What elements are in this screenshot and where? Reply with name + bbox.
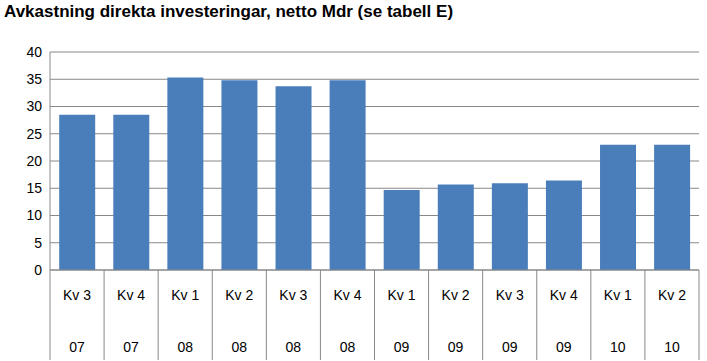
svg-text:09: 09 xyxy=(394,339,410,355)
svg-text:Kv 1: Kv 1 xyxy=(171,287,199,303)
svg-text:10: 10 xyxy=(664,339,680,355)
svg-text:Kv 4: Kv 4 xyxy=(117,287,145,303)
svg-text:09: 09 xyxy=(502,339,518,355)
html-text:Avkastning direkta investering: Avkastning direkta investeringar, netto … xyxy=(4,2,453,21)
svg-text:Kv 3: Kv 3 xyxy=(63,287,91,303)
svg-text:09: 09 xyxy=(556,339,572,355)
svg-text:09: 09 xyxy=(448,339,464,355)
svg-text:Kv 2: Kv 2 xyxy=(442,287,470,303)
svg-text:25: 25 xyxy=(26,126,42,142)
svg-text:08: 08 xyxy=(286,339,302,355)
svg-text:Kv 3: Kv 3 xyxy=(279,287,307,303)
svg-text:Kv 3: Kv 3 xyxy=(496,287,524,303)
svg-text:20: 20 xyxy=(26,153,42,169)
svg-text:10: 10 xyxy=(610,339,626,355)
svg-text:30: 30 xyxy=(26,98,42,114)
svg-text:10: 10 xyxy=(26,207,42,223)
svg-text:0: 0 xyxy=(34,262,42,278)
svg-text:08: 08 xyxy=(340,339,356,355)
svg-text:07: 07 xyxy=(123,339,139,355)
svg-text:40: 40 xyxy=(26,44,42,60)
svg-text:Kv 2: Kv 2 xyxy=(225,287,253,303)
svg-text:Kv 1: Kv 1 xyxy=(604,287,632,303)
svg-text:15: 15 xyxy=(26,180,42,196)
svg-text:Kv 1: Kv 1 xyxy=(388,287,416,303)
svg-text:Kv 2: Kv 2 xyxy=(658,287,686,303)
svg-text:08: 08 xyxy=(177,339,193,355)
svg-text:5: 5 xyxy=(34,235,42,251)
svg-text:35: 35 xyxy=(26,71,42,87)
svg-text:Kv 4: Kv 4 xyxy=(333,287,361,303)
svg-text:08: 08 xyxy=(232,339,248,355)
svg-text:07: 07 xyxy=(69,339,85,355)
svg-text:Kv 4: Kv 4 xyxy=(550,287,578,303)
